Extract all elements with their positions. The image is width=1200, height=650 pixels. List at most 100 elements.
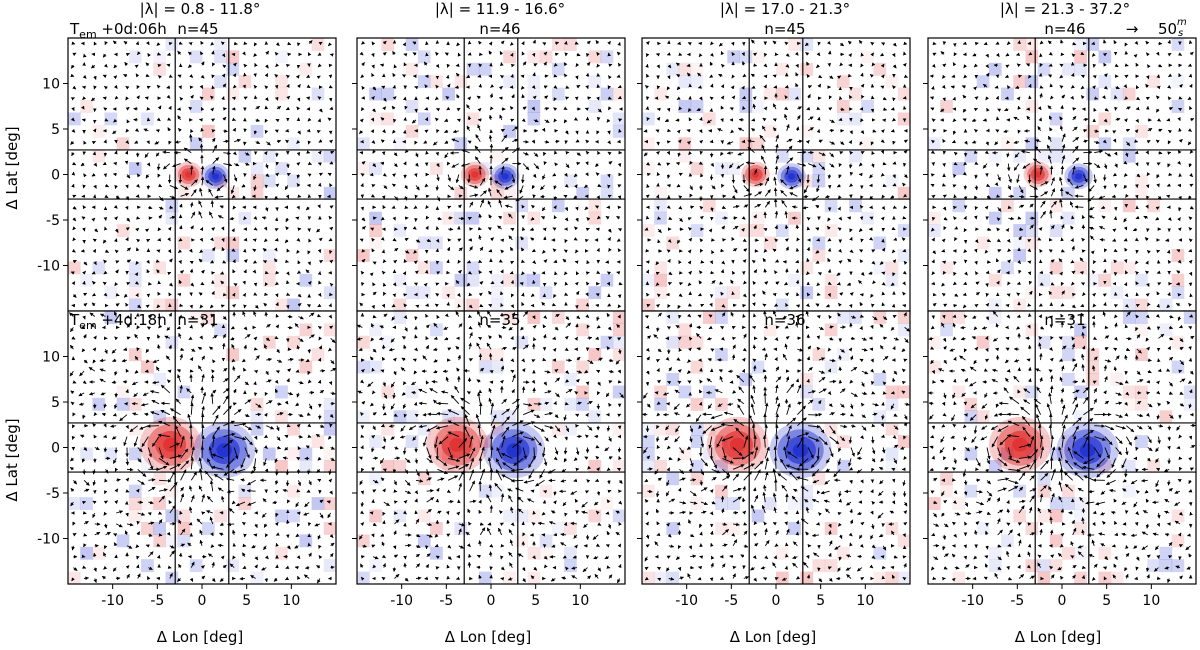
velocity-arrow — [372, 216, 377, 220]
panel-r1-c4 — [923, 37, 1197, 316]
background-patch — [527, 75, 541, 89]
velocity-arrow — [489, 106, 494, 111]
velocity-arrow — [93, 41, 98, 46]
velocity-arrow — [962, 292, 967, 297]
velocity-arrow — [115, 269, 119, 274]
background-patch — [454, 186, 468, 200]
velocity-arrow — [586, 479, 591, 483]
velocity-arrow — [656, 85, 661, 90]
velocity-arrow — [1081, 249, 1086, 254]
velocity-arrow — [1134, 40, 1139, 45]
background-patch — [1062, 286, 1075, 300]
velocity-arrow — [168, 140, 172, 145]
background-patch — [576, 323, 589, 337]
background-patch — [80, 546, 93, 560]
velocity-arrow — [585, 271, 590, 275]
velocity-arrow — [563, 522, 568, 527]
velocity-arrow — [126, 467, 134, 472]
panel-content — [357, 311, 625, 584]
velocity-arrow — [1188, 248, 1193, 253]
background-patch — [80, 100, 93, 113]
velocity-arrow — [231, 96, 236, 101]
background-patch — [153, 62, 166, 76]
velocity-arrow — [156, 163, 161, 171]
background-patch — [323, 286, 336, 300]
velocity-arrow — [201, 511, 206, 515]
velocity-arrow — [146, 162, 151, 167]
velocity-arrow — [145, 41, 150, 46]
velocity-arrow — [587, 96, 592, 100]
background-patch — [491, 149, 504, 163]
velocity-arrow — [210, 260, 215, 264]
velocity-arrow — [212, 144, 218, 153]
background-patch — [189, 137, 203, 151]
velocity-arrow — [360, 502, 365, 508]
velocity-arrow — [827, 247, 832, 252]
background-patch — [466, 211, 480, 225]
velocity-arrow — [178, 249, 182, 253]
velocity-arrow — [147, 52, 151, 57]
velocity-arrow — [414, 413, 419, 418]
background-patch — [393, 224, 407, 237]
velocity-arrow — [104, 41, 108, 46]
velocity-arrow — [189, 133, 193, 142]
background-patch — [1122, 87, 1136, 101]
velocity-arrow — [200, 176, 205, 186]
velocity-arrow — [795, 247, 800, 252]
velocity-arrow — [330, 401, 335, 406]
velocity-arrow — [1027, 239, 1032, 243]
background-patch — [715, 348, 728, 362]
velocity-arrow — [553, 150, 558, 155]
background-patch — [92, 149, 106, 163]
velocity-arrow — [157, 173, 161, 178]
velocity-arrow — [414, 173, 418, 178]
background-patch — [849, 149, 862, 163]
velocity-arrow — [190, 179, 198, 186]
velocity-arrow — [995, 116, 1000, 121]
velocity-arrow — [155, 152, 160, 157]
velocity-arrow — [468, 292, 473, 297]
velocity-arrow — [136, 85, 140, 90]
velocity-arrow — [287, 314, 293, 319]
velocity-arrow — [198, 137, 203, 142]
background-patch — [430, 261, 443, 275]
velocity-arrow — [179, 303, 184, 308]
background-patch — [690, 75, 704, 89]
velocity-arrow — [71, 281, 76, 286]
background-patch — [952, 162, 966, 175]
background-patch — [454, 298, 468, 311]
background-patch — [1049, 137, 1063, 151]
velocity-arrow — [607, 151, 612, 156]
velocity-arrow — [294, 565, 299, 570]
background-patch — [666, 62, 680, 76]
background-patch — [551, 311, 565, 324]
velocity-arrow — [796, 575, 801, 580]
velocity-arrow — [115, 303, 120, 307]
background-patch — [588, 50, 602, 64]
velocity-arrow — [253, 347, 258, 351]
velocity-arrow — [136, 555, 140, 560]
velocity-arrow — [92, 248, 97, 254]
velocity-arrow — [1060, 105, 1064, 110]
velocity-arrow — [143, 128, 149, 132]
velocity-arrow — [180, 270, 184, 274]
velocity-arrow — [553, 74, 558, 78]
background-patch — [238, 149, 252, 163]
background-patch — [885, 397, 899, 411]
velocity-arrow — [532, 387, 536, 393]
background-patch — [1110, 261, 1124, 275]
background-patch — [466, 298, 480, 311]
background-patch — [405, 435, 419, 448]
velocity-arrow — [574, 544, 578, 549]
background-patch — [551, 522, 565, 535]
panel-r1-c2 — [352, 37, 626, 316]
velocity-arrow — [541, 533, 546, 537]
background-patch — [226, 286, 240, 300]
velocity-arrow — [190, 282, 195, 287]
velocity-arrow — [722, 194, 727, 199]
velocity-arrow — [72, 237, 77, 242]
velocity-arrow — [586, 217, 591, 221]
velocity-arrow — [510, 73, 514, 78]
velocity-arrow — [1039, 62, 1043, 68]
velocity-arrow — [974, 185, 979, 191]
